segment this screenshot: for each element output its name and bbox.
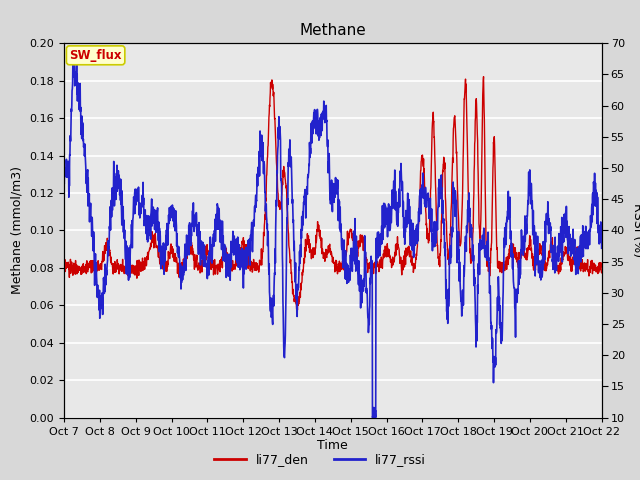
Y-axis label: RSSI (%): RSSI (%) bbox=[631, 204, 640, 257]
X-axis label: Time: Time bbox=[317, 439, 348, 453]
Title: Methane: Methane bbox=[300, 23, 366, 38]
Y-axis label: Methane (mmol/m3): Methane (mmol/m3) bbox=[11, 167, 24, 294]
Text: SW_flux: SW_flux bbox=[69, 49, 122, 62]
Legend: li77_den, li77_rssi: li77_den, li77_rssi bbox=[209, 448, 431, 471]
